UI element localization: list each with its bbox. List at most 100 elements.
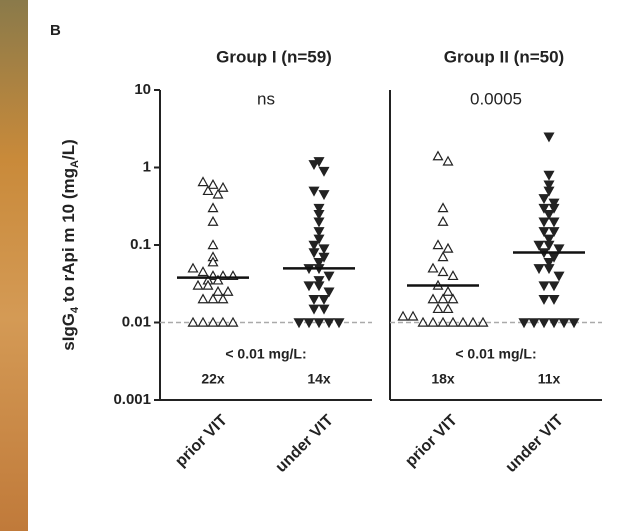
below-label: < 0.01 mg/L:: [455, 346, 536, 362]
data-point: [308, 294, 320, 305]
data-point: [323, 271, 335, 282]
data-point: [397, 310, 409, 321]
data-point: [293, 318, 305, 329]
data-point: [477, 316, 489, 327]
data-point: [308, 240, 320, 251]
data-point: [558, 318, 570, 329]
data-point: [303, 318, 315, 329]
data-point: [437, 251, 449, 262]
data-point: [318, 244, 330, 255]
data-point: [217, 293, 229, 304]
data-point: [548, 198, 560, 209]
data-point: [543, 264, 555, 275]
data-point: [437, 202, 449, 213]
below-label: < 0.01 mg/L:: [225, 346, 306, 362]
data-point: [548, 281, 560, 292]
data-point: [538, 227, 550, 238]
data-point: [187, 262, 199, 273]
data-point: [528, 318, 540, 329]
data-point: [548, 318, 560, 329]
data-point: [313, 281, 325, 292]
data-point: [437, 266, 449, 277]
data-point: [217, 316, 229, 327]
data-point: [442, 285, 454, 296]
data-point: [543, 209, 555, 220]
data-point: [207, 239, 219, 250]
data-point: [533, 264, 545, 275]
data-point: [207, 215, 219, 226]
data-point: [442, 242, 454, 253]
data-point: [568, 318, 580, 329]
data-point: [442, 155, 454, 166]
below-count: 22x: [201, 371, 225, 387]
x-tick-label: under VIT: [503, 412, 567, 476]
data-point: [187, 316, 199, 327]
data-point: [442, 303, 454, 314]
data-point: [427, 293, 439, 304]
y-tick-label: 0.1: [130, 236, 151, 253]
data-point: [227, 316, 239, 327]
data-point: [543, 132, 555, 143]
data-point: [407, 310, 419, 321]
data-point: [308, 160, 320, 171]
data-point: [197, 176, 209, 187]
x-tick-label: prior VIT: [172, 412, 231, 471]
data-point: [217, 181, 229, 192]
data-point: [313, 203, 325, 214]
x-tick-label: under VIT: [273, 412, 337, 476]
below-count: 11x: [538, 371, 561, 387]
data-point: [538, 294, 550, 305]
data-point: [427, 262, 439, 273]
data-point: [538, 203, 550, 214]
y-label-part: sIgG: [59, 313, 78, 351]
data-point: [313, 257, 325, 268]
data-point: [548, 294, 560, 305]
y-tick-label: 0.01: [122, 313, 151, 330]
data-point: [543, 234, 555, 245]
data-point: [192, 279, 204, 290]
data-point: [543, 180, 555, 191]
y-axis-label: sIgG4 to rApi m 10 (mgA/L): [59, 139, 80, 351]
data-point: [333, 318, 345, 329]
data-point: [538, 281, 550, 292]
data-point: [207, 256, 219, 267]
data-point: [212, 274, 224, 285]
data-point: [313, 234, 325, 245]
data-point: [212, 188, 224, 199]
panel-title: Group I (n=59): [216, 47, 332, 66]
photo-strip: [0, 0, 28, 531]
data-point: [318, 252, 330, 263]
data-point: [538, 217, 550, 228]
annotation: ns: [257, 89, 275, 108]
x-tick-label: prior VIT: [402, 412, 461, 471]
data-point: [313, 276, 325, 287]
data-point: [538, 194, 550, 205]
data-point: [308, 186, 320, 197]
data-point: [427, 316, 439, 327]
data-point: [207, 178, 219, 189]
below-count: 14x: [307, 371, 331, 387]
data-point: [197, 293, 209, 304]
data-point: [447, 293, 459, 304]
data-point: [207, 293, 219, 304]
y-label-sub: A: [69, 160, 81, 168]
data-point: [303, 281, 315, 292]
data-point: [222, 285, 234, 296]
data-point: [207, 202, 219, 213]
data-point: [212, 285, 224, 296]
data-point: [518, 318, 530, 329]
below-count: 18x: [431, 371, 455, 387]
data-point: [457, 316, 469, 327]
annotation: 0.0005: [470, 89, 522, 108]
data-point: [533, 240, 545, 251]
data-point: [197, 266, 209, 277]
data-point: [318, 166, 330, 177]
data-point: [553, 244, 565, 255]
data-point: [207, 316, 219, 327]
y-tick-label: 10: [134, 81, 151, 98]
data-point: [447, 316, 459, 327]
data-point: [308, 304, 320, 315]
data-point: [313, 217, 325, 228]
y-label-part: /L): [59, 139, 78, 160]
